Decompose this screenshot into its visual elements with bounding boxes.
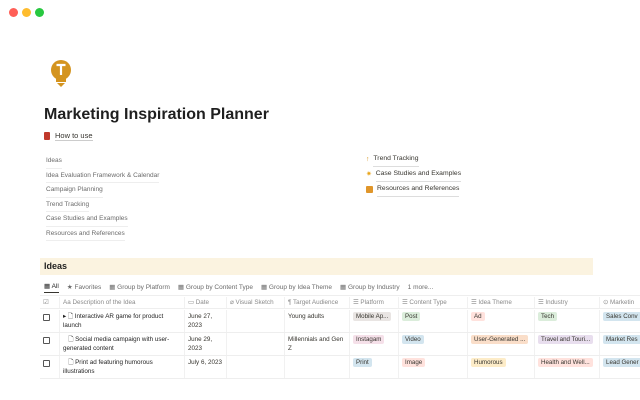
industry-tag: Health and Well... [538,358,593,367]
date-cell[interactable]: June 29, 2023 [185,333,227,355]
row-checkbox[interactable] [43,360,50,367]
industry-cell[interactable]: Health and Well... [535,356,600,378]
table-row[interactable]: 🗋 Social media campaign with user-genera… [40,333,640,356]
theme-tag: User-Generated ... [471,335,529,344]
idea-theme-cell[interactable]: User-Generated ... [468,333,535,355]
link-resources[interactable]: Resources and References [46,227,125,241]
database-title: Ideas [40,258,593,275]
col-description[interactable]: Aa Description of the Idea [60,296,185,308]
marketing-cell[interactable]: Market Res [600,333,640,355]
theme-tag: Humorous [471,358,506,367]
platform-tag: Mobile Ap... [353,312,392,321]
arrow-up-icon: ↑ [366,155,370,163]
industry-tag: Travel and Touri... [538,335,594,344]
content-tag: Post [402,312,421,321]
content-type-cell[interactable]: Post [399,310,468,332]
audience-cell[interactable] [285,356,350,378]
col-content-type[interactable]: ☰ Content Type [399,296,468,308]
marketing-tag: Market Res [603,335,640,344]
tab-group-industry[interactable]: ▦ Group by Industry [340,284,400,291]
col-target-audience[interactable]: ¶ Target Audience [285,296,350,308]
link-trend-tracking[interactable]: Trend Tracking [46,198,90,212]
visual-sketch-cell[interactable] [227,356,285,378]
marketing-tag: Lead Gener [603,358,640,367]
platform-cell[interactable]: Print [350,356,399,378]
platform-tag: Print [353,358,372,367]
theme-tag: Ad [471,312,485,321]
maximize-window-button[interactable] [35,8,44,17]
visual-sketch-cell[interactable] [227,310,285,332]
table-row[interactable]: ▸ 🗋 Interactive AR game for product laun… [40,310,640,333]
content-tag: Image [402,358,426,367]
content-tag: Video [402,335,424,344]
row-checkbox-cell [40,310,60,332]
platform-cell[interactable]: Mobile Ap... [350,310,399,332]
industry-cell[interactable]: Travel and Touri... [535,333,600,355]
tab-group-content-type[interactable]: ▦ Group by Content Type [177,284,253,291]
description-cell[interactable]: 🗋 Print ad featuring humorous illustrati… [60,356,185,378]
row-checkbox[interactable] [43,314,50,321]
content-type-cell[interactable]: Image [399,356,468,378]
featured-trend-tracking[interactable]: ↑ Trend Tracking [366,152,461,167]
tab-group-idea-theme[interactable]: ▦ Group by Idea Theme [260,284,333,291]
marketing-cell[interactable]: Sales Conv [600,310,640,332]
idea-theme-cell[interactable]: Humorous [468,356,535,378]
industry-cell[interactable]: Tech [535,310,600,332]
row-checkbox[interactable] [43,337,50,344]
industry-tag: Tech [538,312,558,321]
marketing-tag: Sales Conv [603,312,640,321]
featured-resources[interactable]: Resources and References [366,182,461,197]
link-idea-evaluation[interactable]: Idea Evaluation Framework & Calendar [46,169,160,183]
col-industry[interactable]: ☰ Industry [535,296,600,308]
description-cell[interactable]: 🗋 Social media campaign with user-genera… [60,333,185,355]
link-campaign-planning[interactable]: Campaign Planning [46,183,103,198]
tab-favorites[interactable]: ★ Favorites [66,284,102,291]
col-visual-sketch[interactable]: ⌀ Visual Sketch [227,296,285,308]
table-header: ☑ Aa Description of the Idea ▭ Date ⌀ Vi… [40,295,640,309]
featured-links: ↑ Trend Tracking ✷ Case Studies and Exampl… [366,152,462,197]
lightbulb-icon [51,60,71,87]
platform-tag: Instagam [353,335,385,344]
link-ideas[interactable]: Ideas [46,154,62,169]
row-checkbox-cell [40,356,60,378]
page-icon: 🗋 [68,359,74,366]
date-cell[interactable]: July 6, 2023 [185,356,227,378]
tab-more[interactable]: 1 more... [407,283,434,291]
note-icon [366,186,373,193]
date-cell[interactable]: June 27, 2023 [185,310,227,332]
tab-all[interactable]: ▦ All [44,282,59,293]
row-checkbox-cell [40,333,60,355]
link-case-studies[interactable]: Case Studies and Examples [46,212,128,227]
page-title: Marketing Inspiration Planner [44,106,269,123]
table-row[interactable]: 🗋 Print ad featuring humorous illustrati… [40,356,640,379]
idea-theme-cell[interactable]: Ad [468,310,535,332]
platform-cell[interactable]: Instagam [350,333,399,355]
description-cell[interactable]: ▸ 🗋 Interactive AR game for product laun… [60,310,185,332]
content-type-cell[interactable]: Video [399,333,468,355]
col-marketing[interactable]: ⊙ Marketin [603,298,635,306]
audience-cell[interactable]: Young adults [285,310,350,332]
minimize-window-button[interactable] [22,8,31,17]
visual-sketch-cell[interactable] [227,333,285,355]
tab-group-platform[interactable]: ▦ Group by Platform [109,284,170,291]
marketing-cell[interactable]: Lead Gener [600,356,640,378]
sun-icon: ✷ [366,170,372,178]
page-icon: 🗋 [68,336,74,343]
expand-toggle-icon[interactable]: ▸ [63,313,68,320]
page-links: Ideas Idea Evaluation Framework & Calend… [46,154,160,241]
how-to-use-link[interactable]: How to use [44,131,93,141]
col-idea-theme[interactable]: ☰ Idea Theme [468,296,535,308]
audience-cell[interactable]: Millennials and Gen Z [285,333,350,355]
book-icon [44,132,50,140]
col-platform[interactable]: ☰ Platform [350,296,399,308]
close-window-button[interactable] [9,8,18,17]
col-date[interactable]: ▭ Date [185,296,227,308]
page-icon: 🗋 [67,313,73,320]
select-all-checkbox[interactable]: ☑ [40,296,60,308]
featured-case-studies[interactable]: ✷ Case Studies and Examples [366,167,462,182]
view-tabs: ▦ All ★ Favorites ▦ Group by Platform ▦ … [44,280,433,294]
